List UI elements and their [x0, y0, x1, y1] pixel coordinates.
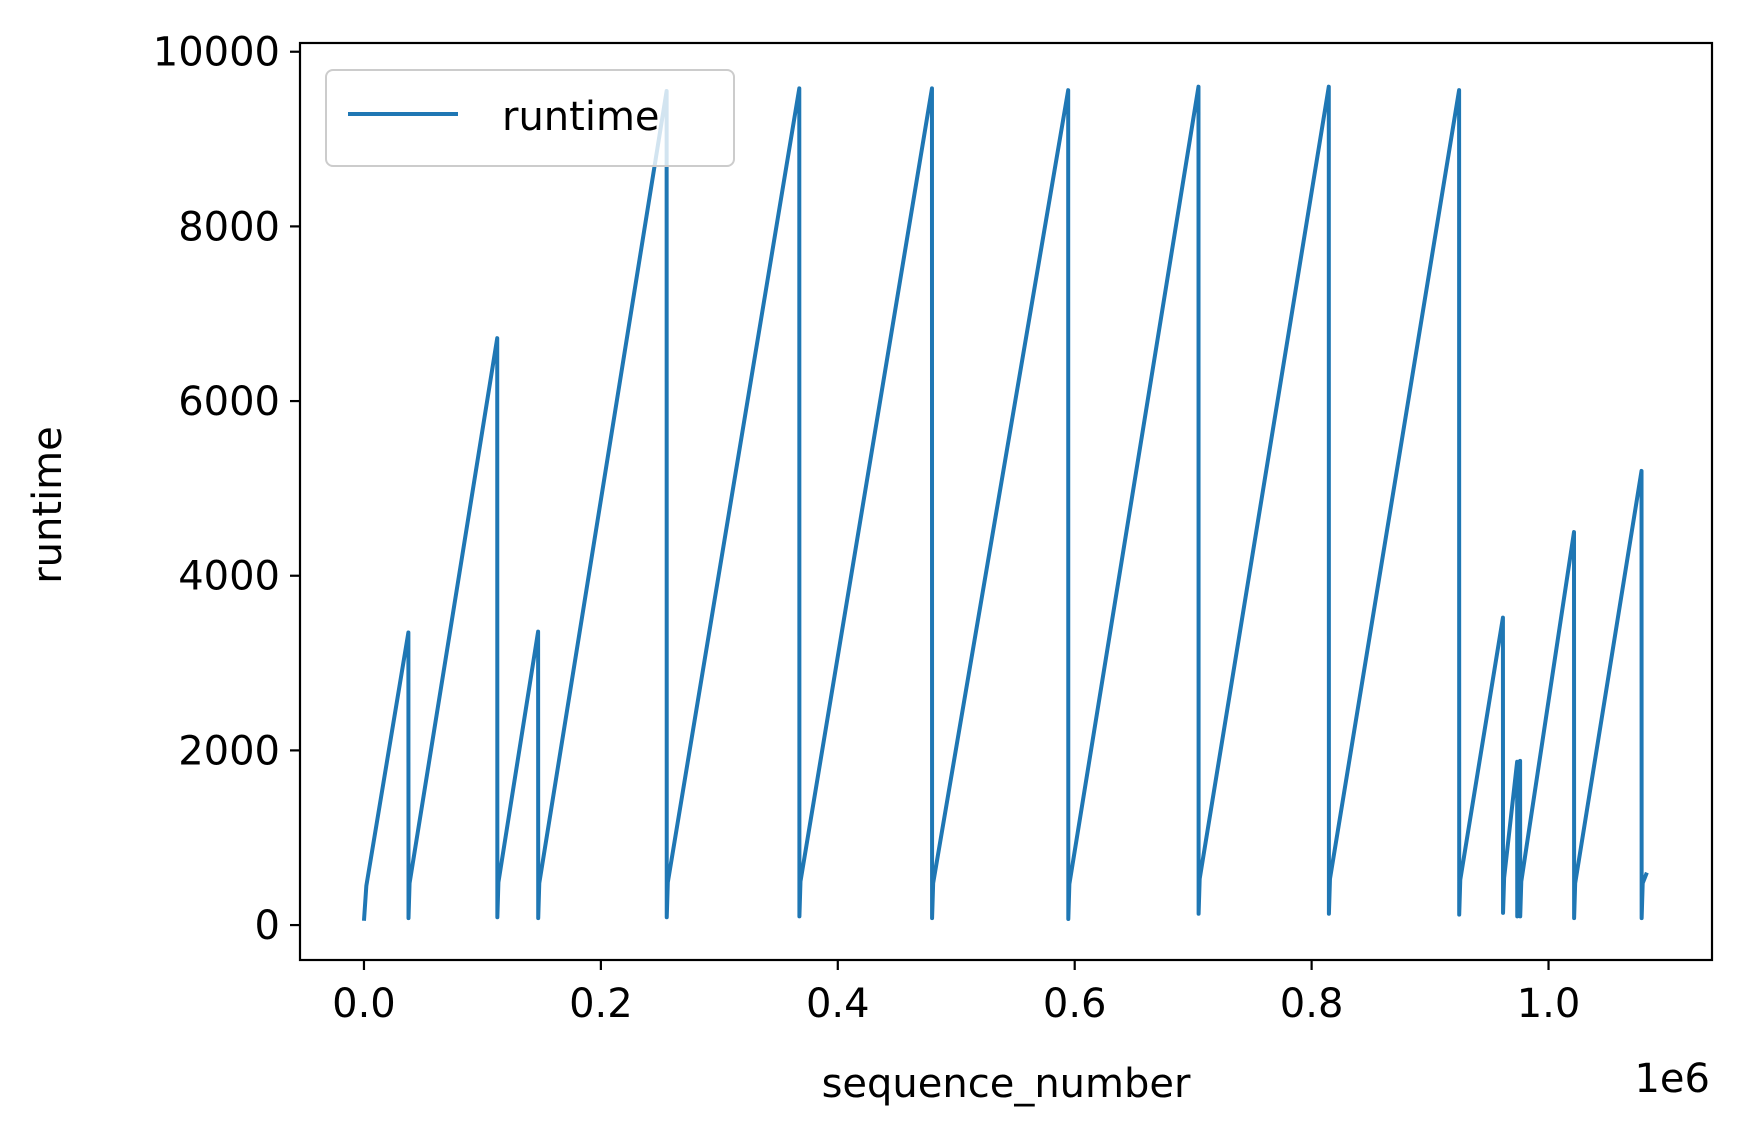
- y-axis: 0 2000 4000 6000 8000 10000: [153, 30, 300, 949]
- plot-area: [298, 41, 1714, 962]
- x-tick-label: 0.2: [569, 981, 633, 1027]
- y-tick-label: 10000: [153, 30, 280, 76]
- x-tick-label: 0.8: [1280, 981, 1344, 1027]
- y-tick-label: 6000: [178, 379, 280, 425]
- plot-frame: [298, 41, 1714, 962]
- series-line-runtime: [361, 84, 1649, 921]
- y-tick-label: 0: [255, 903, 280, 949]
- y-tick-label: 2000: [178, 728, 280, 774]
- y-tick-label: 4000: [178, 554, 280, 600]
- legend: runtime: [325, 69, 735, 167]
- y-axis-label: runtime: [25, 426, 71, 584]
- y-tick-label: 8000: [178, 204, 280, 250]
- x-tick-label: 0.0: [332, 981, 396, 1027]
- x-axis: 0.0 0.2 0.4 0.6 0.8 1.0: [332, 960, 1580, 1027]
- x-axis-offset-label: 1e6: [1634, 1056, 1710, 1102]
- x-tick-label: 0.4: [806, 981, 870, 1027]
- x-tick-label: 0.6: [1043, 981, 1107, 1027]
- legend-label-runtime: runtime: [502, 94, 660, 140]
- x-tick-label: 1.0: [1517, 981, 1581, 1027]
- x-axis-label: sequence_number: [822, 1061, 1191, 1107]
- legend-box: [325, 69, 735, 167]
